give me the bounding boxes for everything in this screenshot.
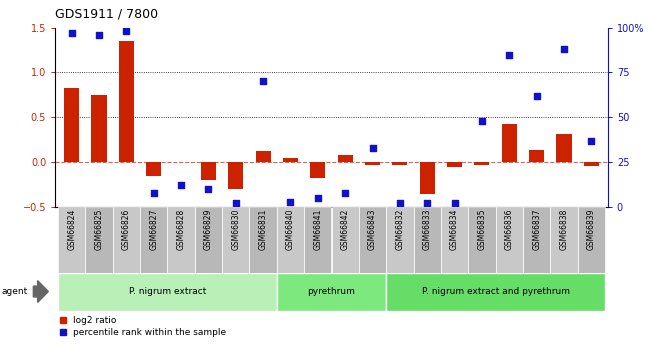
Text: GSM66836: GSM66836	[505, 209, 514, 250]
Text: GSM66832: GSM66832	[395, 209, 404, 250]
Bar	[441, 207, 468, 273]
FancyArrow shape	[33, 281, 48, 302]
Bar	[201, 162, 216, 180]
Bar	[277, 207, 304, 273]
Point	[258, 79, 268, 84]
Bar	[468, 207, 495, 273]
Point	[148, 190, 159, 195]
Point	[203, 186, 214, 192]
Bar	[58, 207, 85, 273]
Text: GSM66824: GSM66824	[67, 209, 76, 250]
Text: GSM66838: GSM66838	[560, 209, 569, 250]
Point	[176, 183, 187, 188]
Bar	[578, 207, 605, 273]
Bar	[85, 207, 112, 273]
Bar	[359, 207, 386, 273]
Bar	[393, 162, 408, 165]
Bar	[92, 95, 107, 162]
Bar	[58, 273, 277, 310]
Bar	[146, 162, 161, 176]
Bar	[195, 207, 222, 273]
Text: GSM66828: GSM66828	[177, 209, 185, 250]
Bar	[502, 125, 517, 162]
Text: GSM66835: GSM66835	[478, 209, 486, 250]
Text: GSM66840: GSM66840	[286, 209, 295, 250]
Text: agent: agent	[1, 287, 27, 296]
Text: GSM66829: GSM66829	[204, 209, 213, 250]
Text: GSM66839: GSM66839	[587, 209, 596, 250]
Text: P. nigrum extract and pyrethrum: P. nigrum extract and pyrethrum	[422, 287, 569, 296]
Bar	[228, 162, 243, 189]
Bar	[277, 273, 386, 310]
Bar	[119, 41, 134, 162]
Point	[586, 138, 597, 144]
Point	[367, 145, 378, 150]
Point	[313, 195, 323, 201]
Bar	[222, 207, 250, 273]
Point	[476, 118, 487, 124]
Text: GSM66830: GSM66830	[231, 209, 240, 250]
Bar	[304, 207, 332, 273]
Point	[121, 28, 131, 34]
Text: GSM66834: GSM66834	[450, 209, 459, 250]
Bar	[255, 151, 270, 162]
Bar	[337, 155, 353, 162]
Bar	[310, 162, 326, 178]
Point	[285, 199, 296, 204]
Bar	[365, 162, 380, 165]
Text: GSM66833: GSM66833	[422, 209, 432, 250]
Bar	[556, 134, 571, 162]
Bar	[332, 207, 359, 273]
Bar	[413, 207, 441, 273]
Bar	[474, 162, 489, 165]
Text: GSM66826: GSM66826	[122, 209, 131, 250]
Text: GSM66842: GSM66842	[341, 209, 350, 250]
Text: GSM66841: GSM66841	[313, 209, 322, 250]
Point	[340, 190, 350, 195]
Point	[449, 201, 460, 206]
Point	[504, 52, 515, 57]
Bar	[386, 273, 605, 310]
Point	[94, 32, 104, 38]
Bar	[447, 162, 462, 167]
Text: GSM66837: GSM66837	[532, 209, 541, 250]
Bar	[283, 158, 298, 162]
Bar	[529, 150, 544, 162]
Point	[231, 201, 241, 206]
Bar	[420, 162, 435, 194]
Text: GSM66827: GSM66827	[150, 209, 158, 250]
Text: P. nigrum extract: P. nigrum extract	[129, 287, 206, 296]
Legend: log2 ratio, percentile rank within the sample: log2 ratio, percentile rank within the s…	[60, 316, 226, 337]
Bar	[523, 207, 551, 273]
Bar	[551, 207, 578, 273]
Point	[532, 93, 542, 99]
Text: GSM66825: GSM66825	[94, 209, 103, 250]
Bar	[168, 207, 195, 273]
Bar	[250, 207, 277, 273]
Point	[66, 30, 77, 36]
Point	[559, 46, 569, 52]
Bar	[386, 207, 413, 273]
Bar	[495, 207, 523, 273]
Text: GDS1911 / 7800: GDS1911 / 7800	[55, 8, 159, 20]
Bar	[584, 162, 599, 166]
Bar	[112, 207, 140, 273]
Bar	[140, 207, 168, 273]
Text: pyrethrum: pyrethrum	[307, 287, 356, 296]
Bar	[64, 88, 79, 162]
Text: GSM66843: GSM66843	[368, 209, 377, 250]
Text: GSM66831: GSM66831	[259, 209, 268, 250]
Point	[422, 201, 432, 206]
Point	[395, 201, 405, 206]
